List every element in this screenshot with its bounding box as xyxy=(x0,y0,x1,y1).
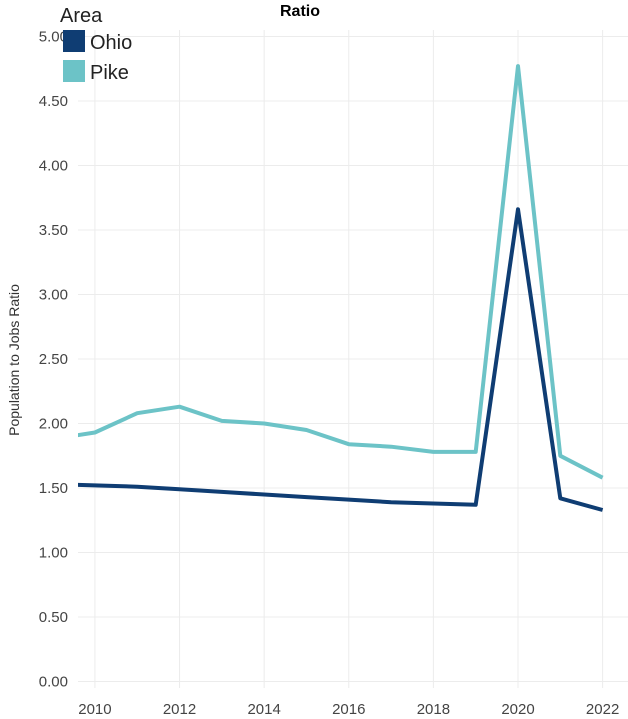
legend-swatch-pike xyxy=(63,60,85,82)
gridlines xyxy=(78,30,628,688)
series-line-ohio xyxy=(78,207,604,512)
y-tick-label: 1.50 xyxy=(39,480,68,497)
y-tick-label: 4.50 xyxy=(39,93,68,110)
y-axis-label: Population to Jobs Ratio xyxy=(6,284,22,436)
y-tick-label: 0.50 xyxy=(39,609,68,626)
y-tick-label: 2.50 xyxy=(39,351,68,368)
x-tick-label: 2016 xyxy=(332,701,365,718)
x-tick-label: 2010 xyxy=(78,701,111,718)
y-tick-label: 4.00 xyxy=(39,157,68,174)
series-lines xyxy=(78,64,604,512)
x-tick-label: 2018 xyxy=(417,701,450,718)
legend-label-ohio: Ohio xyxy=(90,32,132,54)
y-tick-label: 5.00 xyxy=(39,28,68,45)
legend-title: Area xyxy=(60,5,103,27)
legend: Area Ohio Pike xyxy=(60,5,132,84)
y-tick-label: 2.00 xyxy=(39,416,68,433)
x-tick-label: 2022 xyxy=(586,701,619,718)
y-tick-label: 3.50 xyxy=(39,222,68,239)
x-tick-label: 2014 xyxy=(247,701,280,718)
y-tick-label: 3.00 xyxy=(39,286,68,303)
chart-title: Ratio xyxy=(280,3,320,20)
y-tick-label: 0.00 xyxy=(39,674,68,691)
legend-swatch-ohio xyxy=(63,30,85,52)
x-tick-label: 2020 xyxy=(501,701,534,718)
series-line-pike xyxy=(78,64,604,480)
y-tick-label: 1.00 xyxy=(39,545,68,562)
y-tick-labels: 0.00 0.50 1.00 1.50 2.00 2.50 3.00 3.50 4.00 4.50… xyxy=(39,28,68,690)
x-tick-labels: 2010 2012 2014 2016 2018 2020 2022 xyxy=(78,701,619,718)
legend-label-pike: Pike xyxy=(90,62,129,84)
x-tick-label: 2012 xyxy=(163,701,196,718)
